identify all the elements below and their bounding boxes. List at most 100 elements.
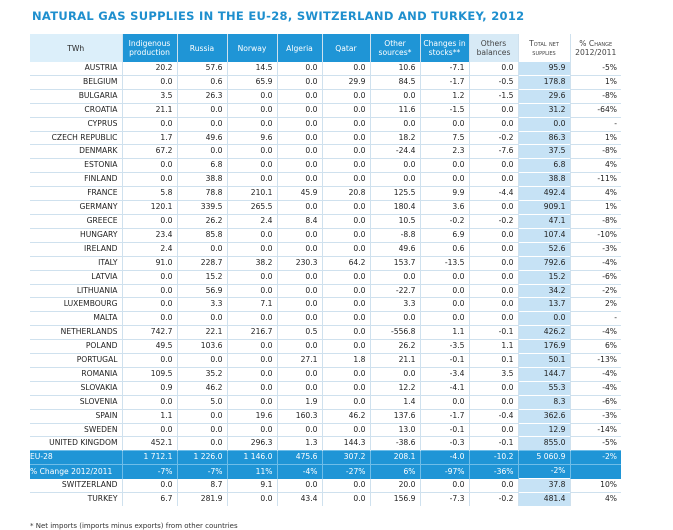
table-cell: 0.0 [226,366,277,382]
table-cell: 0.0 [276,227,322,243]
table-cell: 0.0 [468,172,518,187]
row-label: LATVIA [30,269,122,284]
table-cell: 0.0 [276,380,322,396]
table-cell: 1.3 [276,436,322,451]
table-cell: 5.0 [176,394,227,410]
table-cell: 1.1 [468,339,518,354]
table-cell: 492.4 [517,186,570,201]
table-cell: 1 712.1 [121,450,177,465]
table-cell: 0.6 [176,74,227,90]
table-cell: 1.4 [369,394,420,410]
table-row: LUXEMBOURG 0.0 3.3 7.1 0.0 0.0 3.3 0.0 0.0 13.7 2% [30,297,621,312]
table-cell: 210.1 [226,186,277,201]
table-cell: 0.0 [121,353,177,368]
table-cell: -0.2 [468,213,518,229]
table-cell: 0.0 [321,158,370,173]
table-cell: 8.7 [176,478,227,493]
table-row: TURKEY 6.7 281.9 0.0 43.4 0.0 156.9 -7.3 -0.2 481… [30,492,621,506]
table-cell: 0.0 [321,269,370,284]
table-cell: 0.0 [121,422,177,437]
other-balances-header: Others balances [468,34,518,62]
table-cell: 85.8 [176,227,227,243]
table-row: LITHUANIA 0.0 56.9 0.0 0.0 0.0 -22.7 0.0 0.0 34.2… [30,283,621,298]
table-cell: 0.0 [321,200,370,215]
table-cell: 0.0 [468,478,518,493]
table-cell: 228.7 [176,255,227,271]
table-cell: 0.0 [276,144,322,159]
table-cell: - [569,116,621,132]
table-cell: -11% [569,172,621,187]
table-cell: 1.8 [321,353,370,368]
table-cell: 0.0 [419,158,469,173]
table-cell: 0.0 [369,311,420,326]
table-body: AUSTRIA 20.2 57.6 14.5 0.0 0.0 10.6 -7.1 0.0 95.9… [30,62,621,506]
table-cell: -4% [569,380,621,396]
table-row: IRELAND 2.4 0.0 0.0 0.0 0.0 49.6 0.6 0.0 52.6 -3% [30,241,621,257]
table-cell: -3.4 [419,366,469,382]
table-cell: 38.8 [517,172,570,187]
table-cell: 153.7 [369,255,420,271]
table-cell: 109.5 [121,366,177,382]
table-cell: 0.0 [276,241,322,257]
table-cell: 0.0 [121,269,177,284]
table-cell: 1 226.0 [176,450,227,465]
table-cell: -0.4 [468,408,518,424]
table-cell: -1.5 [419,102,469,118]
table-cell: 0.0 [419,283,469,298]
table-cell: 19.6 [226,408,277,424]
table-cell: 0.0 [176,311,227,326]
row-label: BELGIUM [30,74,122,90]
table-cell: 103.6 [176,339,227,354]
table-cell: 1.2 [419,88,469,104]
table-cell: 34.2 [517,283,570,298]
table-cell: -1.5 [468,88,518,104]
table-cell: 160.3 [276,408,322,424]
table-cell: 6.8 [517,158,570,173]
table-cell: 50.1 [517,353,570,368]
table-cell: 792.6 [517,255,570,271]
table-cell: -4.4 [468,186,518,201]
table-cell: -27% [321,464,370,479]
table-cell: 49.6 [369,241,420,257]
table-cell: -4% [569,255,621,271]
row-label: AUSTRIA [84,63,118,72]
table-cell: 0.0 [419,478,469,493]
table-cell: 18.2 [369,130,420,145]
table-cell: 0.0 [276,158,322,173]
table-cell: 0.0 [176,353,227,368]
row-label: ROMANIA [30,366,122,382]
row-label: CYPRUS [30,116,122,132]
table-cell: 52.6 [517,241,570,257]
table-row: GREECE 0.0 26.2 2.4 8.4 0.0 10.5 -0.2 -0.2 47.1 -8… [30,213,621,229]
table-cell: 6.7 [121,492,177,506]
algeria-header: Algeria [276,34,322,62]
table-cell: 0.0 [176,436,227,451]
row-label: SLOVAKIA [30,380,122,396]
table-cell: 15.2 [176,269,227,284]
table-cell: 0.0 [321,213,370,229]
table-row: GERMANY 120.1 339.5 265.5 0.0 0.0 180.4 3.6 0.0 9… [30,200,621,215]
table-cell: 0.0 [276,130,322,145]
table-row: PORTUGAL 0.0 0.0 0.0 27.1 1.8 21.1 -0.1 0.1 50.1-… [30,353,621,368]
table-cell: 2% [569,297,621,312]
table-cell: 5.8 [121,186,177,201]
table-cell: 0.0 [468,116,518,132]
table-cell: -2% [517,464,570,479]
table-cell: 0.0 [176,144,227,159]
table-cell: -38.6 [369,436,420,451]
table-cell: 0.0 [321,88,370,104]
table-cell: 481.4 [517,492,570,506]
table-cell: 20.2 [121,62,177,76]
table-cell: 0.0 [321,422,370,437]
table-cell: 0.0 [321,325,370,340]
row-label: GERMANY [30,200,122,215]
table-cell: -0.1 [419,353,469,368]
table-cell: 0.0 [226,492,277,506]
table-row: AUSTRIA 20.2 57.6 14.5 0.0 0.0 10.6 -7.1 0.0 95.9… [30,62,621,76]
table-cell: 57.6 [176,62,227,76]
header-row: TWh Indigenous production Russia Norway A… [30,34,621,62]
table-cell: 0.0 [276,283,322,298]
table-cell: - [569,311,621,326]
row-label: TURKEY [30,492,122,506]
table-cell: 91.0 [121,255,177,271]
